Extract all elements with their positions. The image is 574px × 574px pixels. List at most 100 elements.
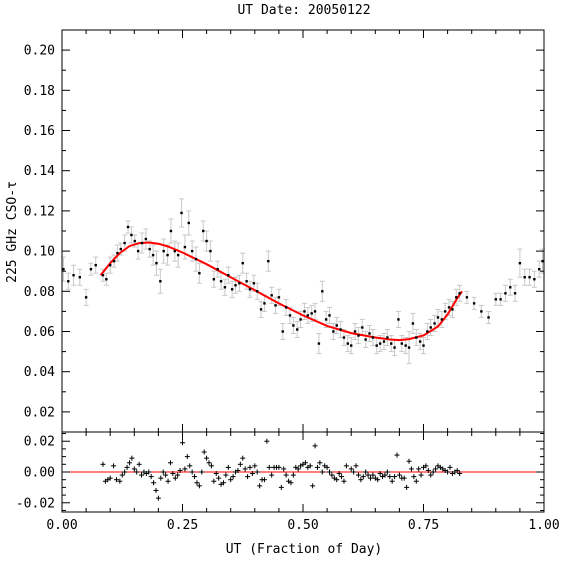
data-point [426,330,429,333]
residual-point [237,461,243,467]
data-point [541,259,544,263]
residual-point [382,472,388,478]
residual-point [184,454,190,460]
data-point [101,274,105,277]
data-point [198,272,201,275]
residual-point [375,477,381,483]
residual-point [370,472,376,478]
data-point [123,241,126,245]
residual-point [230,474,236,480]
residual-point [302,460,308,466]
data-point [533,278,536,281]
data-point [277,296,281,299]
residual-point [249,471,255,477]
data-point [78,276,82,279]
data-point [346,342,350,345]
data-point [109,263,112,267]
data-point [245,280,248,283]
residual-point [264,438,270,444]
data-point [148,247,151,251]
data-point [248,288,252,291]
data-point [324,318,328,321]
data-point [89,267,93,271]
data-point [209,249,212,253]
data-point [518,261,522,265]
data-point [418,340,422,343]
residual-point [295,466,301,472]
data-point [126,225,130,229]
data-point [393,346,396,349]
data-point [465,296,469,299]
residual-point [153,487,159,493]
residual-point [180,440,185,446]
residual-point [111,463,117,469]
residual-point [225,464,231,470]
data-point [378,342,382,345]
residual-point [206,460,212,466]
residual-point [167,460,173,466]
data-point [169,229,173,233]
data-point [274,304,277,307]
data-point [234,284,237,287]
y-tick-label: 0.14 [24,164,55,179]
data-point [183,245,187,249]
data-point [299,318,302,321]
data-point [364,338,367,341]
data-point [67,280,70,283]
residual-point [129,455,135,461]
data-point [62,267,65,271]
residual-point [192,474,198,480]
residual-point [223,472,229,478]
y-tick-label: 0.04 [24,365,55,380]
residual-point [283,472,289,478]
residual-point [134,469,140,475]
residual-point [290,472,296,478]
data-point [119,247,123,251]
data-point [310,312,313,315]
data-point [368,332,371,335]
data-point [219,280,223,283]
data-point [205,239,208,243]
data-point [523,276,526,279]
y-tick-label: 0.02 [24,435,55,450]
data-point [504,292,507,295]
data-point [202,229,205,233]
data-point [133,239,136,243]
x-tick-label: 0.75 [408,518,439,533]
data-point [321,290,324,293]
residual-point [418,472,424,478]
data-point [397,318,400,321]
data-point [443,310,447,313]
residual-point [408,466,414,472]
data-point [256,290,259,293]
residual-point [235,467,241,473]
residual-point [177,467,183,473]
y-tick-label: 0.02 [24,405,55,420]
data-point [429,326,432,329]
data-point [267,259,270,263]
residual-point [428,472,434,478]
y-tick-label: 0.12 [24,204,55,219]
residual-point [341,478,347,484]
data-point [252,282,256,285]
residual-point [312,443,318,449]
data-point [528,276,531,279]
residual-point [119,472,125,478]
residual-point [151,480,157,486]
y-tick-label: 0.10 [24,245,55,260]
data-point [411,322,415,325]
residual-point [367,475,373,481]
data-point [332,330,335,333]
residual-point [423,463,429,469]
data-point [223,286,227,289]
data-point [390,342,393,345]
data-point [166,253,169,257]
data-point [176,253,180,257]
data-point [155,261,158,265]
y-tick-label: 0.06 [24,325,55,340]
data-point [173,249,176,253]
residual-point [404,484,410,490]
residual-point [387,474,393,480]
data-point [400,342,404,345]
